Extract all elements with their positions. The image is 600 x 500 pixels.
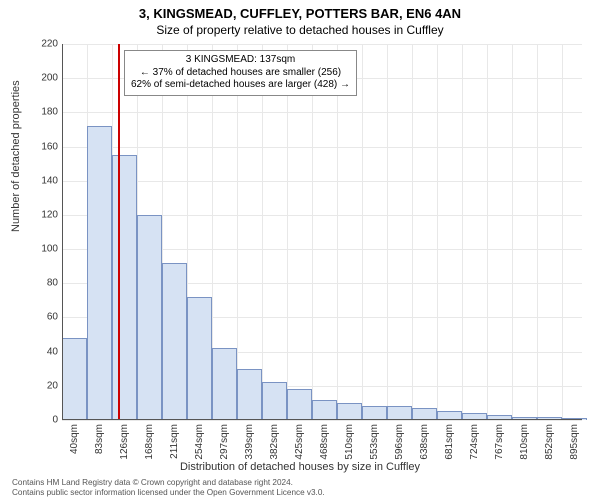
annotation-box: 3 KINGSMEAD: 137sqm ← 37% of detached ho… [124, 50, 357, 96]
y-tick-label: 140 [28, 175, 58, 186]
x-tick-label: 852sqm [544, 424, 555, 460]
histogram-bar [137, 215, 162, 420]
histogram-bar [87, 126, 112, 420]
y-tick-label: 100 [28, 244, 58, 255]
x-tick-label: 297sqm [219, 424, 230, 460]
annotation-line-3: 62% of semi-detached houses are larger (… [131, 79, 350, 92]
histogram-bar [187, 297, 212, 420]
histogram-bar [312, 400, 337, 421]
histogram-bar [287, 389, 312, 420]
x-tick-label: 40sqm [69, 424, 80, 454]
x-tick-label: 553sqm [369, 424, 380, 460]
histogram-bar [362, 406, 387, 420]
chart-container: 3, KINGSMEAD, CUFFLEY, POTTERS BAR, EN6 … [0, 0, 600, 500]
footer-line-2: Contains public sector information licen… [12, 488, 325, 498]
attribution-footer: Contains HM Land Registry data © Crown c… [12, 478, 325, 498]
x-tick-label: 596sqm [394, 424, 405, 460]
histogram-bar [237, 369, 262, 420]
x-tick-label: 510sqm [344, 424, 355, 460]
histogram-bar [262, 382, 287, 420]
y-tick-label: 120 [28, 209, 58, 220]
y-tick-label: 80 [28, 278, 58, 289]
histogram-bar [337, 403, 362, 420]
y-axis-line [62, 44, 63, 420]
x-tick-label: 339sqm [244, 424, 255, 460]
page-title: 3, KINGSMEAD, CUFFLEY, POTTERS BAR, EN6 … [0, 0, 600, 21]
annotation-line-2: ← 37% of detached houses are smaller (25… [131, 67, 350, 80]
histogram-bar [62, 338, 87, 420]
x-tick-label: 724sqm [469, 424, 480, 460]
x-tick-label: 83sqm [94, 424, 105, 454]
y-tick-label: 40 [28, 346, 58, 357]
x-tick-label: 382sqm [269, 424, 280, 460]
histogram-bar [162, 263, 187, 420]
y-tick-label: 200 [28, 73, 58, 84]
y-tick-label: 20 [28, 380, 58, 391]
histogram-bar [387, 406, 412, 420]
x-tick-label: 810sqm [519, 424, 530, 460]
plot-area: 3 KINGSMEAD: 137sqm ← 37% of detached ho… [62, 44, 582, 420]
y-tick-label: 160 [28, 141, 58, 152]
x-tick-label: 168sqm [144, 424, 155, 460]
x-tick-label: 425sqm [294, 424, 305, 460]
y-tick-label: 0 [28, 415, 58, 426]
annotation-line-1: 3 KINGSMEAD: 137sqm [131, 54, 350, 67]
histogram-bar [112, 155, 137, 420]
y-tick-label: 180 [28, 107, 58, 118]
histogram-bar [212, 348, 237, 420]
footer-line-1: Contains HM Land Registry data © Crown c… [12, 478, 325, 488]
x-tick-label: 468sqm [319, 424, 330, 460]
page-subtitle: Size of property relative to detached ho… [0, 21, 600, 39]
x-tick-label: 254sqm [194, 424, 205, 460]
y-tick-label: 60 [28, 312, 58, 323]
x-tick-label: 211sqm [169, 424, 180, 459]
x-axis-label: Distribution of detached houses by size … [0, 461, 600, 473]
reference-marker-line [118, 44, 120, 420]
y-axis-label: Number of detached properties [10, 80, 22, 232]
x-tick-label: 767sqm [494, 424, 505, 460]
y-tick-label: 220 [28, 39, 58, 50]
x-tick-label: 681sqm [444, 424, 455, 460]
x-axis-line [62, 419, 582, 420]
x-tick-label: 638sqm [419, 424, 430, 460]
x-tick-label: 895sqm [569, 424, 580, 460]
x-tick-label: 126sqm [119, 424, 130, 460]
